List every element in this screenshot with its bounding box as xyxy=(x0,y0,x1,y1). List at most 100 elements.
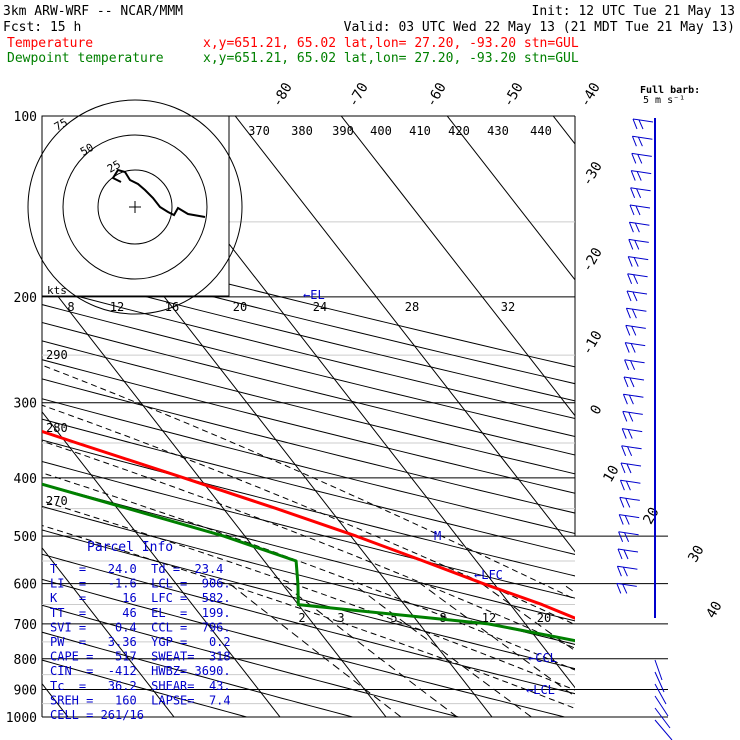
wind-barb-flag xyxy=(630,187,642,199)
pressure-label-200: 200 xyxy=(14,291,37,306)
pressure-label-800: 800 xyxy=(14,653,37,668)
dry-adiabat xyxy=(42,659,249,717)
mixing-ratio-label-12: 12 xyxy=(482,611,496,625)
wind-barb-flag xyxy=(618,514,630,525)
hodograph-ring xyxy=(97,169,173,245)
dry-adiabat xyxy=(42,304,575,438)
wind-barb xyxy=(622,428,643,433)
parcel-info-row: LI = -1.6 LCL = 906. xyxy=(50,577,231,591)
wind-barb-flag xyxy=(618,531,630,543)
parcel-info-row: K = 16 LFC = 582. xyxy=(50,591,231,605)
wind-barb xyxy=(629,204,651,209)
parcel-info-row: TT = 46 EL = 199. xyxy=(50,606,231,620)
hodograph-ring-label-75: 75 xyxy=(52,116,70,134)
wind-barb-flag xyxy=(630,170,642,181)
isotherm-label--60: -60 xyxy=(423,80,450,110)
ccl-marker: ←CCL xyxy=(528,651,557,665)
theta-side-label-280: 280 xyxy=(46,421,68,435)
wind-barb-flag xyxy=(624,359,636,371)
isotherm-label-30: 30 xyxy=(685,543,707,566)
wind-barb xyxy=(617,548,639,553)
low-level-barb xyxy=(654,683,667,705)
wind-barb xyxy=(620,462,642,467)
wind-barb xyxy=(628,238,649,243)
forecast-hour: Fcst: 15 h xyxy=(3,20,81,35)
dry-adiabat xyxy=(42,252,575,385)
barb-legend-label: Full barb: xyxy=(640,85,700,96)
wind-barb xyxy=(626,290,648,295)
pressure-label-600: 600 xyxy=(14,578,37,593)
pressure-label-400: 400 xyxy=(14,472,37,487)
wind-barb xyxy=(616,582,637,587)
wind-barb-flag xyxy=(627,256,639,267)
pressure-label-300: 300 xyxy=(14,397,37,412)
dewpoint-legend-label: Dewpoint temperature xyxy=(7,51,164,66)
low-level-barb xyxy=(654,671,665,693)
temperature-profile xyxy=(42,429,575,620)
wind-barb xyxy=(632,118,654,123)
isotherm-line xyxy=(446,116,575,281)
init-time: Init: 12 UTC Tue 21 May 13 xyxy=(532,4,736,19)
parcel-info-row: CIN = -412 HWBZ= 3690. xyxy=(50,664,231,678)
wind-barb-flag xyxy=(625,325,637,336)
parcel-level-marker: M xyxy=(434,529,441,543)
mixing-ratio-line xyxy=(229,583,402,717)
hodograph-units: kts xyxy=(47,284,67,297)
dry-adiabat xyxy=(42,578,567,717)
isotherm-label--70: -70 xyxy=(345,80,372,110)
wind-barb-flag xyxy=(624,342,636,353)
dry-adiabat xyxy=(42,604,461,717)
dewpoint-legend-info: x,y=651.21, 65.02 lat,lon= 27.20, -93.20… xyxy=(203,51,579,66)
wind-barb-flag xyxy=(620,462,632,474)
wind-barb-flag xyxy=(628,239,640,250)
pressure-label-100: 100 xyxy=(14,110,37,125)
dry-adiabat xyxy=(42,460,575,599)
wind-barb xyxy=(620,479,641,484)
mixing-ratio-line xyxy=(481,583,575,652)
theta-label-420: 420 xyxy=(448,124,470,138)
isotherm-line xyxy=(42,411,281,717)
isotherm-label--10: -10 xyxy=(579,328,606,358)
wind-barb xyxy=(623,393,644,398)
mixing-ratio-line xyxy=(352,583,532,717)
wind-barb xyxy=(621,445,642,450)
wind-barb xyxy=(631,170,652,175)
moist-adiabat xyxy=(42,500,575,691)
isotherm-label--20: -20 xyxy=(579,245,606,275)
wind-barb-flag xyxy=(631,153,643,164)
model-title: 3km ARW-WRF -- NCAR/MMM xyxy=(3,4,183,19)
speed-tick-16: 16 xyxy=(165,300,179,314)
isotherm-label-40: 40 xyxy=(703,599,725,622)
wind-barb-flag xyxy=(621,445,633,457)
dry-adiabat xyxy=(42,483,575,622)
parcel-info-title: Parcel Info xyxy=(87,540,173,555)
parcel-info-row: CAPE = 517 SWEAT= 318 xyxy=(50,650,231,664)
isotherm-label--30: -30 xyxy=(579,159,606,189)
parcel-info-box: Parcel Info T = 24.0 Td = 23.4LI = -1.6 … xyxy=(50,540,231,722)
pressure-label-700: 700 xyxy=(14,618,37,633)
moist-adiabat xyxy=(42,524,575,709)
dry-adiabat xyxy=(42,553,575,695)
low-level-barb xyxy=(654,695,669,717)
parcel-info-row: SREH = 160 LAPSE= 7.4 xyxy=(50,693,231,707)
wind-barb xyxy=(628,256,649,261)
theta-label-410: 410 xyxy=(409,124,431,138)
isotherm-label-10: 10 xyxy=(600,463,622,486)
dry-adiabat xyxy=(42,236,575,368)
wind-barb xyxy=(619,496,640,501)
wind-barb-flag xyxy=(627,273,639,285)
low-level-barb xyxy=(654,659,663,681)
wind-barb-flag xyxy=(621,428,633,439)
theta-label-380: 380 xyxy=(291,124,313,138)
hodograph-ring xyxy=(27,99,243,315)
hodograph-trace xyxy=(111,168,206,218)
mixing-ratio-label-20: 20 xyxy=(537,611,551,625)
isotherm-line xyxy=(42,546,175,717)
el-marker: ←EL xyxy=(303,288,325,302)
wind-barb-flag xyxy=(616,583,628,594)
dry-adiabat xyxy=(42,340,575,475)
mixing-ratio-label-5: 5 xyxy=(390,611,397,625)
theta-side-label-290: 290 xyxy=(46,348,68,362)
